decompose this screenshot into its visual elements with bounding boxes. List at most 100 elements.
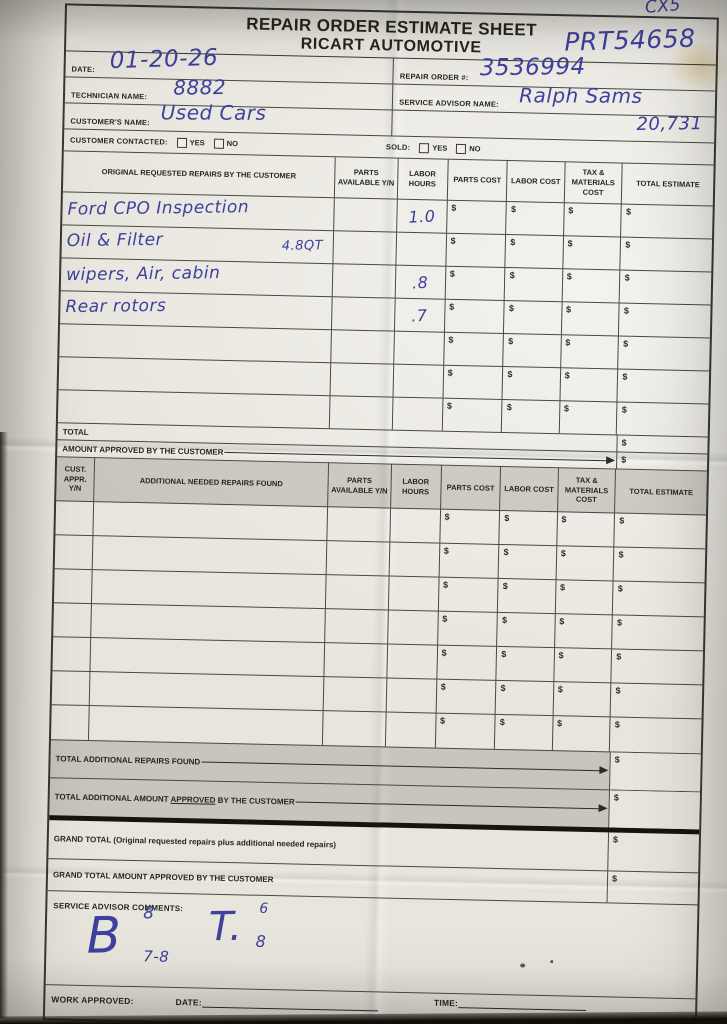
total-estimate-cell: $ (618, 335, 710, 371)
total-label: TOTAL (62, 426, 89, 437)
amount-approved-label: AMOUNT APPROVED BY THE CUSTOMER (62, 443, 224, 457)
repair-description-handwritten: Ford CPO Inspection (67, 196, 250, 220)
total-estimate-cell: $ (610, 682, 703, 719)
parts-cost-cell: $ (435, 679, 497, 715)
grand-total-cell: $ (607, 831, 700, 872)
arrow-line (201, 760, 601, 771)
labor-hours-cell (392, 363, 444, 398)
labor-cost-cell: $ (503, 332, 562, 368)
parts-available-cell (333, 197, 397, 232)
parts-cost-cell: $ (435, 713, 496, 749)
parts-cost-cell: $ (446, 199, 507, 235)
service-advisor-comments-section: SERVICE ADVISOR COMMENTS: B 8 7-8 T. 6 8 (45, 889, 698, 998)
labor-hours-cell: .7 (394, 297, 445, 332)
repair-description-handwritten: wipers, Air, cabin (66, 262, 221, 285)
cust-appr-cell (54, 534, 94, 570)
column-header: LABOR HOURS (396, 158, 448, 200)
tax-materials-cell: $ (553, 647, 613, 683)
mileage-handwritten: 20,731 (636, 113, 703, 135)
total-estimate-cell: $ (618, 302, 711, 338)
customer-contacted-label: CUSTOMER CONTACTED: (69, 135, 168, 147)
label-part-underlined: APPROVED (170, 794, 216, 805)
column-header: ADDITIONAL NEEDED REPAIRS FOUND (93, 457, 329, 507)
description-cell (88, 705, 324, 745)
footer-date-label: DATE: (175, 996, 203, 1008)
tax-materials-cell: $ (563, 202, 622, 237)
time-group: TIME: (378, 996, 587, 1011)
technician-label: TECHNICIAN NAME: (70, 90, 148, 102)
tax-materials-cell: $ (555, 545, 615, 581)
parts-available-cell (330, 329, 395, 364)
repair-order-form: REPAIR ORDER ESTIMATE SHEET RICART AUTOM… (42, 3, 719, 1024)
labor-hours-cell: .8 (394, 264, 446, 299)
total-estimate-cell: $ (621, 203, 713, 239)
parts-available-cell (323, 676, 387, 712)
labor-hours-cell (388, 542, 440, 578)
footer-time-label: TIME: (433, 997, 459, 1008)
tax-materials-cell: $ (561, 268, 621, 303)
customer-name-value-handwritten: Used Cars (160, 100, 267, 125)
handwritten-comment-b-bottom: 7-8 (143, 946, 170, 966)
label-part: TOTAL ADDITIONAL AMOUNT (54, 791, 171, 804)
column-header: TAX & MATERIALS COST (563, 162, 623, 204)
handwritten-comment-t-top: 6 (259, 900, 269, 917)
description-cell (90, 603, 326, 643)
labor-cost-cell: $ (497, 612, 555, 648)
handwritten-comment-b: B (86, 905, 122, 965)
labor-cost-cell: $ (503, 299, 562, 335)
arrow-line (224, 451, 608, 461)
column-header: PARTS COST (446, 159, 508, 202)
labor-hours-cell: 1.0 (396, 198, 447, 233)
tax-materials-cell: $ (558, 400, 618, 435)
additional-repairs-table: CUST. APPR. Y/N ADDITIONAL NEEDED REPAIR… (50, 456, 707, 753)
total-additional-repairs-label: TOTAL ADDITIONAL REPAIRS FOUND (55, 753, 201, 766)
column-header: LABOR COST (499, 466, 559, 512)
parts-available-cell (333, 230, 397, 265)
tax-materials-cell: $ (562, 235, 622, 270)
tax-materials-cell: $ (551, 715, 611, 751)
labor-cost-cell: $ (496, 646, 555, 682)
date-label: DATE: (71, 64, 96, 75)
cust-appr-cell (53, 568, 93, 604)
labor-hours-cell (387, 610, 438, 646)
parts-cost-cell: $ (441, 397, 503, 432)
service-advisor-label: SERVICE ADVISOR NAME: (399, 97, 499, 109)
sold-group: SOLD: YES NO (386, 142, 481, 154)
parts-cost-cell: $ (438, 543, 500, 579)
labor-cost-cell: $ (495, 680, 554, 716)
technician-value-handwritten: 8882 (173, 74, 227, 100)
handwritten-top-note: CPO done (329, 0, 427, 4)
total-estimate-cell: $ (619, 269, 712, 305)
tax-materials-cell: $ (556, 511, 615, 547)
arrow-head-icon (598, 804, 608, 813)
arrow (200, 757, 609, 775)
column-header: TOTAL ESTIMATE (614, 468, 707, 515)
parts-available-cell (331, 296, 395, 331)
arrow-head-icon (599, 766, 609, 775)
total-estimate-cell: $ (616, 401, 709, 437)
tax-materials-cell: $ (552, 681, 612, 717)
date-value-handwritten: 01-20-26 (109, 44, 219, 75)
description-cell (93, 501, 328, 541)
labor-hours-handwritten: .8 (411, 272, 429, 293)
parts-available-cell (330, 362, 394, 397)
parts-available-cell (326, 540, 390, 577)
handwritten-comment-t: T. (208, 903, 243, 950)
arrow-line (295, 801, 600, 809)
labor-hours-cell (389, 508, 441, 544)
labor-cost-cell: $ (502, 365, 561, 401)
total-additional-approved-cell: $ (608, 789, 700, 829)
grand-total-approved-cell: $ (606, 870, 699, 904)
total-amount-cell: $ (616, 435, 708, 454)
parts-available-cell (324, 608, 388, 645)
column-header: LABOR HOURS (390, 464, 442, 510)
cust-appr-cell (55, 500, 94, 536)
no-label: NO (226, 138, 239, 149)
handwritten-comment-t-bottom: 8 (255, 931, 267, 951)
total-estimate-cell: $ (620, 236, 713, 272)
labor-hours-cell (391, 396, 443, 431)
description-cell (57, 389, 331, 429)
labor-cost-cell: $ (494, 714, 553, 750)
repair-description-handwritten: Rear rotors (65, 295, 167, 317)
